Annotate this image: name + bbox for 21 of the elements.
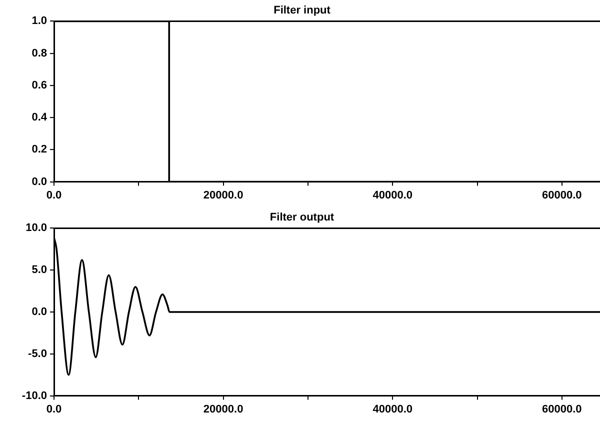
x-tick-label: 0.0 [46, 403, 62, 416]
x-tick-label: 20000.0 [203, 403, 244, 416]
y-tick-label: 0.6 [32, 79, 47, 92]
x-tick-label: 60000.0 [542, 403, 582, 416]
chart-title: Filter input [274, 4, 331, 17]
y-tick-label: 0.2 [32, 144, 47, 156]
x-tick-label: 20000.0 [203, 189, 244, 202]
x-tick-label: 0.0 [46, 189, 62, 202]
x-tick-label: 60000.0 [542, 189, 582, 202]
y-tick-label: -5.0 [28, 348, 47, 360]
y-tick-label: 0.0 [32, 176, 47, 188]
y-tick-label: 0.0 [32, 306, 47, 318]
y-tick-label: 0.4 [32, 112, 48, 124]
chart-title: Filter output [270, 212, 334, 224]
y-tick-label: 5.0 [32, 264, 47, 276]
x-tick-label: 40000.0 [372, 189, 412, 202]
y-tick-label: -10.0 [22, 390, 47, 402]
y-tick-label: 10.0 [26, 222, 47, 234]
y-tick-label: 0.8 [32, 47, 47, 60]
y-tick-label: 1.0 [32, 15, 47, 28]
x-tick-label: 40000.0 [372, 403, 412, 416]
